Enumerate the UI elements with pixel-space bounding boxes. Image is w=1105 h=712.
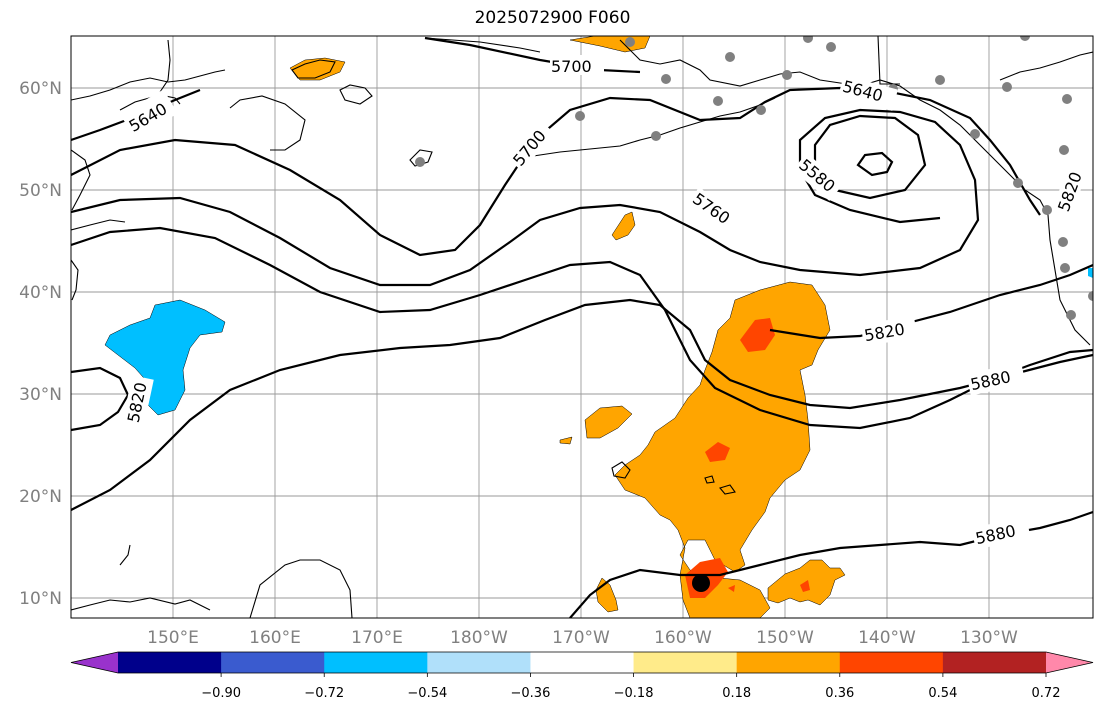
lon-label: 180°W — [450, 628, 508, 648]
map-title: 2025072900 F060 — [474, 8, 631, 28]
longitude-labels: 150°E 160°E 170°E 180°W 170°W 160°W 150°… — [147, 628, 1018, 648]
contour-5820-wave — [71, 226, 1093, 430]
colorbar-tick-label: −0.72 — [304, 686, 344, 701]
colorbar-segment — [118, 652, 222, 673]
contour-label: 5820 — [863, 319, 906, 345]
station-dots — [415, 36, 1093, 320]
lon-label: 140°W — [858, 628, 916, 648]
contour-5700-wave — [71, 86, 1041, 257]
lat-label: 10°N — [19, 589, 62, 609]
contour-5580 — [813, 114, 927, 200]
contour-5700-north — [424, 36, 641, 74]
lon-label: 170°E — [351, 628, 403, 648]
lat-label: 50°N — [19, 181, 62, 201]
contour-label: 5880 — [974, 521, 1018, 548]
colorbar-segment — [736, 652, 841, 673]
colorbar: −0.90 −0.72 −0.54 −0.36 −0.18 0.18 0.36 0.54 0.7… — [70, 651, 1094, 701]
colorbar-extend-high — [1046, 652, 1093, 673]
colorbar-segment — [633, 652, 738, 673]
map-plot-area — [71, 36, 1093, 618]
colorbar-tick-label: −0.18 — [614, 686, 654, 701]
lon-label: 160°W — [654, 628, 712, 648]
negative-anomaly-regions — [104, 268, 1093, 416]
colorbar-tick-label: −0.90 — [201, 686, 241, 701]
colorbar-extend-low — [71, 652, 118, 673]
contour-label: 5880 — [969, 367, 1013, 394]
lat-label: 60°N — [19, 79, 62, 99]
contour-5820-east — [769, 263, 1093, 340]
lon-label: 160°E — [249, 628, 301, 648]
lon-label: 130°W — [960, 628, 1018, 648]
colorbar-tick-label: −0.54 — [407, 686, 447, 701]
contour-5760 — [71, 108, 980, 287]
contour-5880-north — [71, 298, 1093, 511]
coastlines — [71, 36, 1093, 618]
height-contours — [71, 36, 1093, 618]
colorbar-tick-label: 0.18 — [722, 686, 751, 701]
colorbar-tick-label: 0.54 — [928, 686, 957, 701]
lon-label: 150°W — [756, 628, 814, 648]
lat-label: 30°N — [19, 385, 62, 405]
contour-label: 5820 — [124, 381, 151, 425]
colorbar-segment — [530, 652, 635, 673]
colorbar-segment — [839, 652, 944, 673]
lat-label: 40°N — [19, 283, 62, 303]
lon-label: 150°E — [147, 628, 199, 648]
contour-label: 5700 — [551, 57, 592, 76]
map-frame — [70, 35, 1094, 619]
colorbar-segment — [324, 652, 428, 673]
colorbar-tick-label: −0.36 — [511, 686, 551, 701]
colorbar-segment — [221, 652, 325, 673]
contour-label: 5820 — [1054, 169, 1086, 214]
colorbar-tick-label: 0.72 — [1032, 686, 1061, 701]
graticule — [71, 36, 1093, 618]
contour-5820-westloop — [71, 366, 130, 432]
colorbar-segment — [942, 652, 1047, 673]
latitude-labels: 60°N 50°N 40°N 30°N 20°N 10°N — [19, 79, 62, 609]
lat-label: 20°N — [19, 487, 62, 507]
colorbar-tick-label: 0.36 — [825, 686, 854, 701]
lon-label: 170°W — [552, 628, 610, 648]
contour-low-center — [856, 151, 894, 177]
colorbar-outline — [70, 651, 1094, 674]
storm-center-marker — [692, 574, 710, 592]
colorbar-segment — [427, 652, 531, 673]
